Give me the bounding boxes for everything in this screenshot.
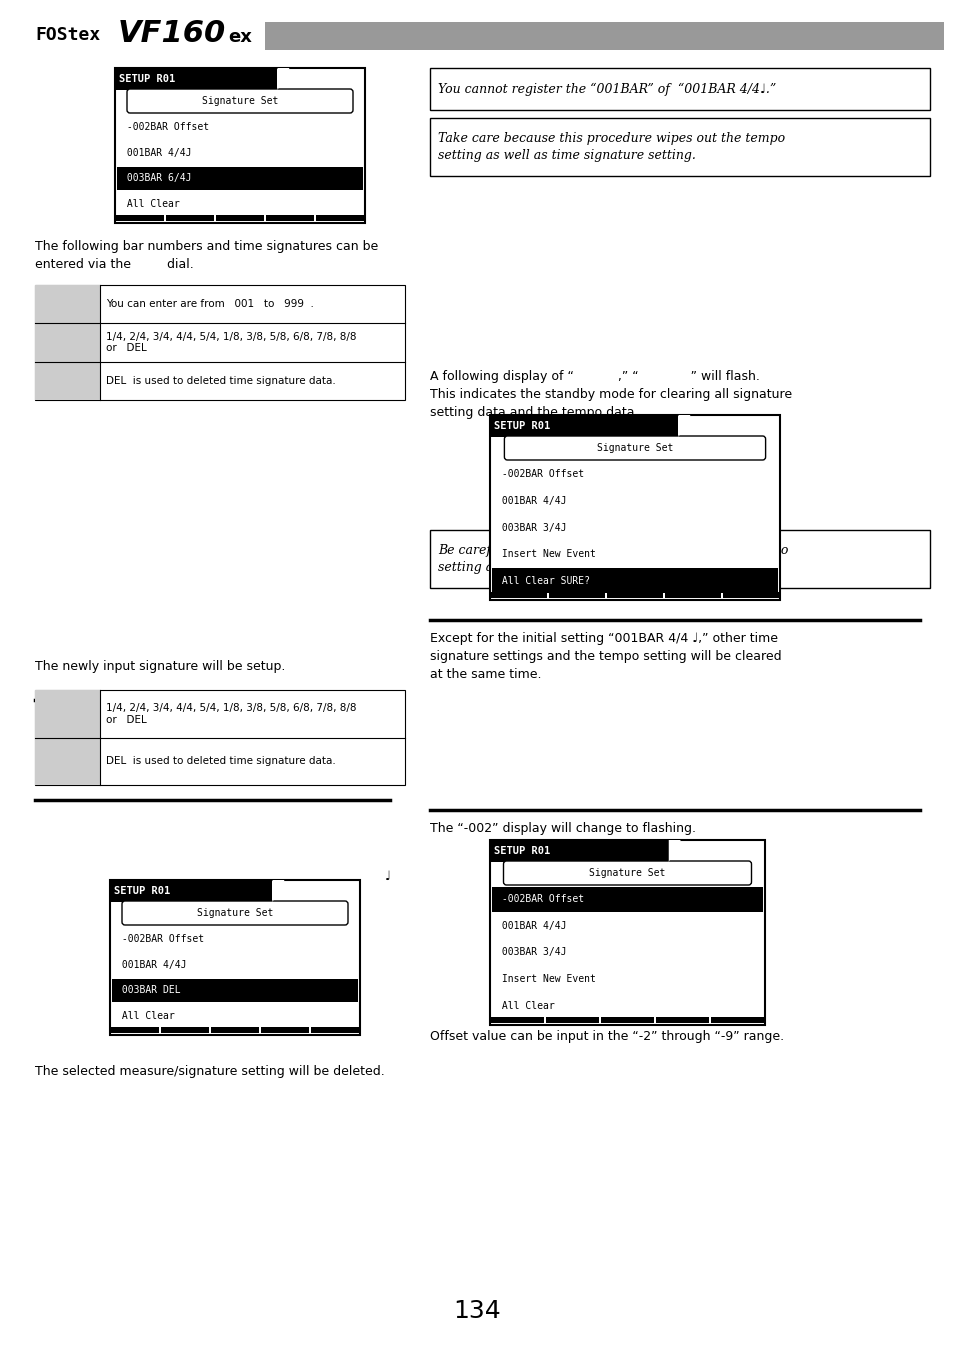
Bar <box>35 285 405 400</box>
Text: You can enter are from   001   to   999  .: You can enter are from 001 to 999 . <box>106 299 314 309</box>
Text: Except for the initial setting “001BAR 4/4 ♩,” other time: Except for the initial setting “001BAR 4… <box>430 632 778 644</box>
Text: 003BAR 6/4J: 003BAR 6/4J <box>121 173 192 184</box>
Bar <box>491 1017 543 1023</box>
Text: A following display of “           ,” “             ” will flash.: A following display of “ ,” “ ” will fla… <box>430 370 760 382</box>
Bar <box>430 68 929 109</box>
Bar <box>491 592 546 598</box>
Text: Offset value can be input in the “-2” through “-9” range.: Offset value can be input in the “-2” th… <box>430 1029 783 1043</box>
Text: SETUP R01: SETUP R01 <box>119 74 175 84</box>
Text: Signature Set: Signature Set <box>597 443 673 453</box>
Bar <box>211 1027 258 1034</box>
Text: SETUP R01: SETUP R01 <box>494 422 550 431</box>
Bar <box>266 215 314 222</box>
Text: The following bar numbers and time signatures can be: The following bar numbers and time signa… <box>35 240 377 253</box>
Bar <box>315 215 364 222</box>
Bar <box>166 215 213 222</box>
Text: All Clear: All Clear <box>116 1011 174 1021</box>
Polygon shape <box>678 415 690 436</box>
Bar <box>664 592 720 598</box>
Text: 003BAR 3/4J: 003BAR 3/4J <box>496 947 566 958</box>
FancyBboxPatch shape <box>127 89 353 113</box>
Polygon shape <box>277 68 289 91</box>
Bar <box>35 690 100 785</box>
Text: The newly input signature will be setup.: The newly input signature will be setup. <box>35 661 285 673</box>
Text: VF160: VF160 <box>118 19 226 47</box>
Text: Signature Set: Signature Set <box>196 908 273 917</box>
Text: 1/4, 2/4, 3/4, 4/4, 5/4, 1/8, 3/8, 5/8, 6/8, 7/8, 8/8
or   DEL: 1/4, 2/4, 3/4, 4/4, 5/4, 1/8, 3/8, 5/8, … <box>106 703 356 724</box>
Bar <box>656 1017 708 1023</box>
Bar <box>430 530 929 588</box>
Polygon shape <box>668 840 680 862</box>
FancyBboxPatch shape <box>122 901 348 925</box>
Text: -002BAR Offset: -002BAR Offset <box>496 469 583 480</box>
Text: Take care because this procedure wipes out the tempo
setting as well as time sig: Take care because this procedure wipes o… <box>437 132 784 162</box>
Bar <box>161 1027 209 1034</box>
Bar <box>110 880 273 902</box>
Bar <box>710 1017 763 1023</box>
Text: SETUP R01: SETUP R01 <box>113 886 170 896</box>
Text: 001BAR 4/4J: 001BAR 4/4J <box>496 496 566 505</box>
Bar <box>115 68 277 91</box>
Text: ex: ex <box>228 28 252 46</box>
Text: at the same time.: at the same time. <box>430 667 541 681</box>
Text: All Clear: All Clear <box>121 199 179 209</box>
Bar <box>490 840 668 862</box>
Text: 001BAR 4/4J: 001BAR 4/4J <box>121 147 192 158</box>
Text: Signature Set: Signature Set <box>202 96 278 105</box>
Bar <box>548 592 604 598</box>
Bar <box>600 1017 654 1023</box>
Text: -002BAR Offset: -002BAR Offset <box>116 934 204 944</box>
Bar <box>492 888 762 912</box>
Text: -002BAR Offset: -002BAR Offset <box>121 122 209 132</box>
FancyBboxPatch shape <box>504 436 765 459</box>
Polygon shape <box>273 880 284 902</box>
Bar <box>722 592 779 598</box>
Text: Signature Set: Signature Set <box>589 867 665 878</box>
Text: The “-002” display will change to flashing.: The “-002” display will change to flashi… <box>430 821 696 835</box>
Text: DEL  is used to deleted time signature data.: DEL is used to deleted time signature da… <box>106 376 335 386</box>
Text: 001BAR 4/4J: 001BAR 4/4J <box>116 959 186 970</box>
Text: You cannot register the “001BAR” of  “001BAR 4/4♩.”: You cannot register the “001BAR” of “001… <box>437 82 776 96</box>
Text: setting data and the tempo data.: setting data and the tempo data. <box>430 407 638 419</box>
Bar <box>490 415 678 436</box>
Text: Insert New Event: Insert New Event <box>496 974 596 984</box>
Text: 134: 134 <box>453 1300 500 1323</box>
Bar <box>110 880 359 1035</box>
Text: ♩: ♩ <box>385 870 391 884</box>
Bar <box>545 1017 598 1023</box>
FancyBboxPatch shape <box>503 861 751 885</box>
Text: 003BAR DEL: 003BAR DEL <box>116 985 180 996</box>
Text: entered via the         dial.: entered via the dial. <box>35 258 193 272</box>
Bar <box>35 690 405 785</box>
Text: 001BAR 4/4J: 001BAR 4/4J <box>496 921 566 931</box>
Text: The selected measure/signature setting will be deleted.: The selected measure/signature setting w… <box>35 1065 384 1078</box>
Text: This indicates the standby mode for clearing all signature: This indicates the standby mode for clea… <box>430 388 791 401</box>
Text: signature settings and the tempo setting will be cleared: signature settings and the tempo setting… <box>430 650 781 663</box>
Bar <box>112 978 357 1002</box>
Text: -002BAR Offset: -002BAR Offset <box>496 894 583 904</box>
Text: All Clear: All Clear <box>496 1001 554 1011</box>
Bar <box>265 22 943 50</box>
Text: 003BAR 3/4J: 003BAR 3/4J <box>496 523 566 532</box>
Bar <box>117 166 363 190</box>
Bar <box>430 118 929 176</box>
Text: All Clear SURE?: All Clear SURE? <box>496 576 589 586</box>
Bar <box>606 592 662 598</box>
Text: Insert New Event: Insert New Event <box>496 549 596 559</box>
Bar <box>490 840 764 1025</box>
Bar <box>116 215 164 222</box>
Text: DEL  is used to deleted time signature data.: DEL is used to deleted time signature da… <box>106 757 335 766</box>
Text: SETUP R01: SETUP R01 <box>494 846 550 857</box>
Bar <box>115 68 365 223</box>
Bar <box>261 1027 309 1034</box>
Bar <box>35 285 100 400</box>
Bar <box>111 1027 159 1034</box>
Bar <box>490 415 780 600</box>
Text: 1/4, 2/4, 3/4, 4/4, 5/4, 1/8, 3/8, 5/8, 6/8, 7/8, 8/8
or   DEL: 1/4, 2/4, 3/4, 4/4, 5/4, 1/8, 3/8, 5/8, … <box>106 332 356 354</box>
Bar <box>492 569 778 593</box>
Text: FOStex: FOStex <box>35 26 100 45</box>
Text: Be careful because this procedure wipes out the tempo
setting as well as time si: Be careful because this procedure wipes … <box>437 544 787 574</box>
Bar <box>311 1027 358 1034</box>
Bar <box>215 215 264 222</box>
